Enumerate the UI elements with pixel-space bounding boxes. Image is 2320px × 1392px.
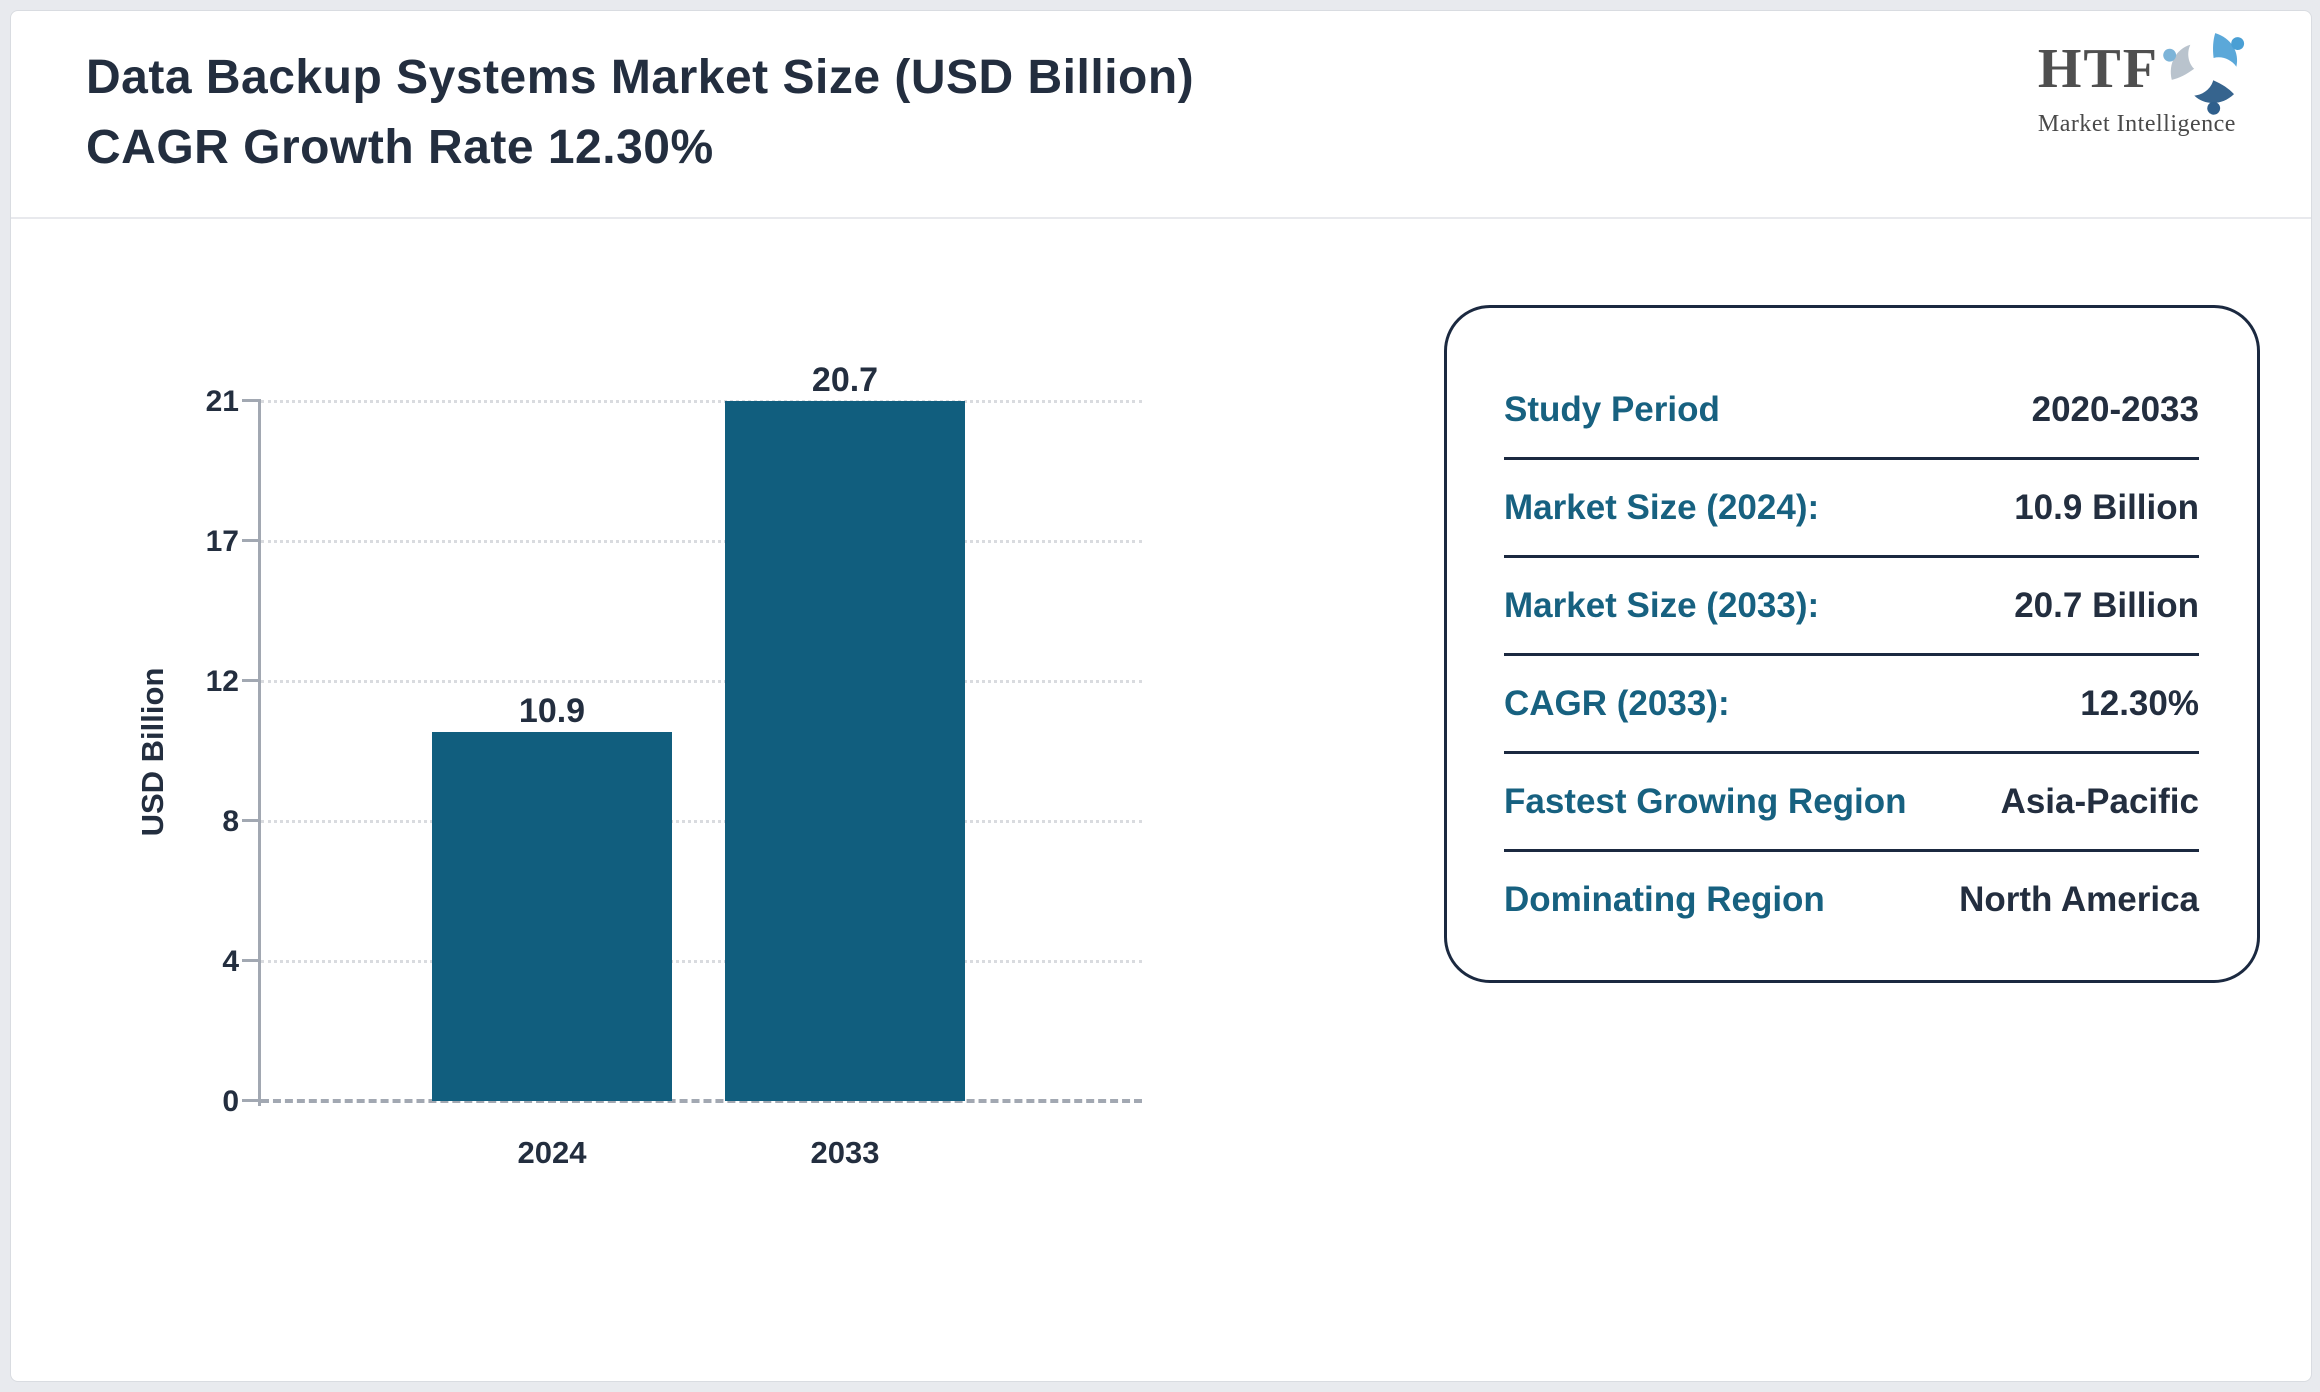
logo-row: HTF bbox=[2038, 23, 2253, 115]
info-panel: Study Period 2020-2033 Market Size (2024):… bbox=[1444, 305, 2260, 983]
info-panel-rows: Study Period 2020-2033 Market Size (2024):… bbox=[1504, 362, 2199, 947]
info-row-label: Fastest Growing Region bbox=[1504, 781, 1907, 821]
info-row-value: 10.9 Billion bbox=[2014, 487, 2199, 527]
info-row-3: Market Size (2033): 20.7 Billion bbox=[1504, 558, 2199, 656]
logo-text: HTF bbox=[2037, 38, 2159, 100]
bar-value-label: 20.7 bbox=[811, 361, 879, 399]
info-row-value: North America bbox=[1959, 879, 2199, 919]
y-tick-mark bbox=[242, 399, 259, 402]
info-row-label: Market Size (2024): bbox=[1504, 487, 1820, 527]
gridline bbox=[261, 680, 1142, 683]
y-tick-mark bbox=[242, 539, 259, 542]
page-title: Data Backup Systems Market Size (USD Bil… bbox=[86, 43, 1194, 183]
x-tick-label: 2024 bbox=[517, 1135, 587, 1170]
info-row-value: 2020-2033 bbox=[2031, 389, 2199, 429]
info-row-value: 20.7 Billion bbox=[2014, 585, 2199, 625]
info-row-6: Dominating Region North America bbox=[1504, 852, 2199, 947]
logo-subtext: Market Intelligence bbox=[2037, 111, 2236, 137]
y-tick-label: 8 bbox=[222, 805, 239, 838]
title-line-1: Data Backup Systems Market Size (USD Bil… bbox=[86, 51, 1195, 104]
header-divider bbox=[11, 217, 2311, 219]
bar-value-label: 10.9 bbox=[518, 692, 586, 730]
y-tick-label: 17 bbox=[205, 525, 239, 558]
info-row-1: Study Period 2020-2033 bbox=[1504, 362, 2199, 460]
bar-2033 bbox=[725, 401, 965, 1101]
gridline bbox=[261, 960, 1142, 963]
bar-2024 bbox=[432, 732, 672, 1101]
info-row-2: Market Size (2024): 10.9 Billion bbox=[1504, 460, 2199, 558]
info-row-value: Asia-Pacific bbox=[2000, 781, 2199, 821]
y-axis-title: USD Billion bbox=[135, 667, 170, 837]
info-row-value: 12.30% bbox=[2080, 683, 2199, 723]
y-tick-mark bbox=[242, 679, 259, 682]
y-tick-label: 4 bbox=[222, 945, 239, 978]
y-axis-line bbox=[258, 399, 261, 1106]
x-tick-label: 2033 bbox=[810, 1135, 880, 1170]
info-row-label: CAGR (2033): bbox=[1504, 683, 1730, 723]
title-line-2: CAGR Growth Rate 12.30% bbox=[86, 121, 714, 174]
info-row-5: Fastest Growing Region Asia-Pacific bbox=[1504, 754, 2199, 852]
report-card: Data Backup Systems Market Size (USD Bil… bbox=[10, 10, 2312, 1382]
info-row-label: Market Size (2033): bbox=[1504, 585, 1820, 625]
y-tick-mark bbox=[242, 1099, 259, 1102]
info-row-label: Study Period bbox=[1504, 389, 1720, 429]
htf-logo: HTF Market Intelligence bbox=[2038, 23, 2253, 138]
people-swirl-icon bbox=[2163, 33, 2245, 115]
y-tick-label: 0 bbox=[222, 1085, 239, 1118]
y-tick-label: 21 bbox=[205, 385, 239, 418]
gridline bbox=[261, 820, 1142, 823]
y-tick-label: 12 bbox=[205, 665, 239, 698]
info-row-label: Dominating Region bbox=[1504, 879, 1825, 919]
gridline bbox=[261, 540, 1142, 543]
gridline bbox=[261, 400, 1142, 403]
y-tick-mark bbox=[242, 959, 259, 962]
info-row-4: CAGR (2033): 12.30% bbox=[1504, 656, 2199, 754]
x-axis-baseline bbox=[261, 1099, 1142, 1103]
bar-chart: USD Billion 0 4 8 12 17 21 10.9 2024 20.7 2033 bbox=[11, 217, 1211, 1267]
y-tick-mark bbox=[242, 819, 259, 822]
